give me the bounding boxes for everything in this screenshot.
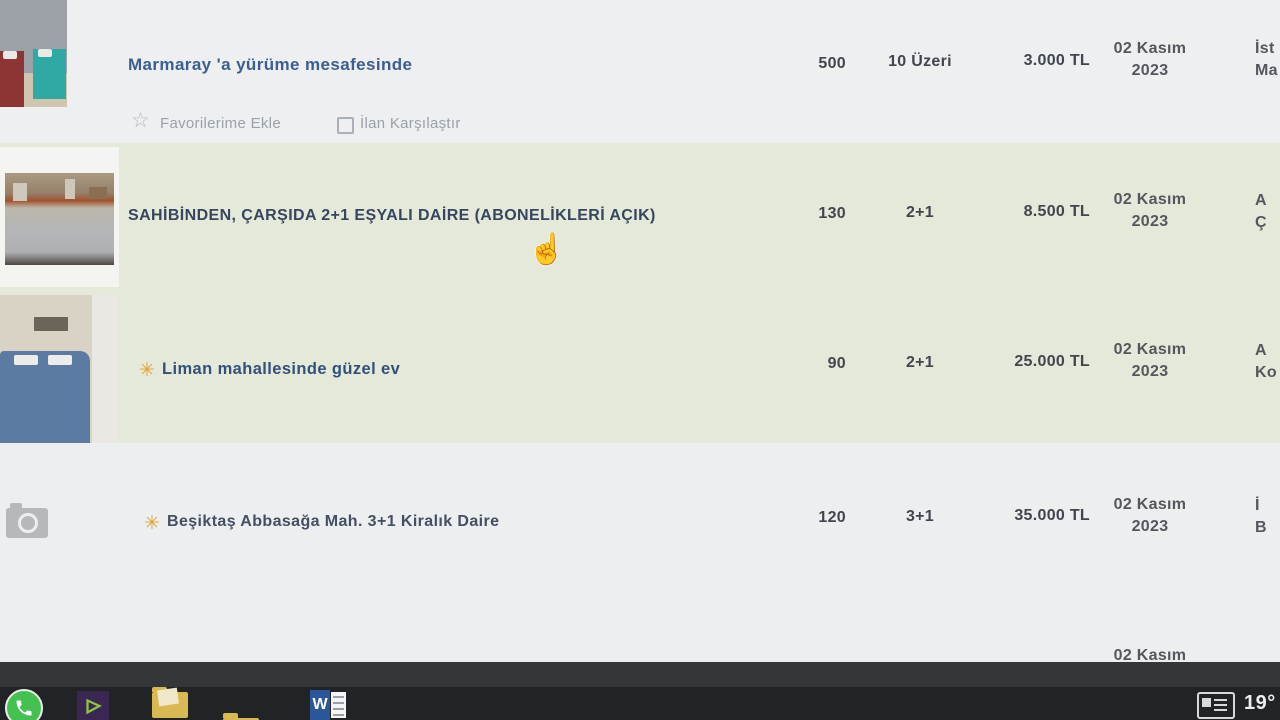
favorite-star-icon[interactable]: ☆ xyxy=(131,109,150,132)
camera-notch xyxy=(10,503,22,509)
listing-4-rooms: 3+1 xyxy=(905,508,935,525)
window-bottom-edge xyxy=(0,662,1280,687)
listing-row-1-background xyxy=(0,0,1280,143)
listing-3-date-line1: 02 Kasım xyxy=(1113,341,1187,358)
listing-2-rooms: 2+1 xyxy=(905,204,935,221)
listing-2-thumbnail[interactable] xyxy=(0,147,119,287)
whatsapp-icon[interactable] xyxy=(5,689,43,720)
thumbnail-building xyxy=(89,187,107,199)
listing-5-date-partial: 02 Kasım xyxy=(1113,647,1187,664)
phone-glyph xyxy=(16,700,32,716)
thumbnail-building xyxy=(13,183,27,201)
no-photo-camera-icon xyxy=(6,503,48,538)
news-line-glyph xyxy=(1214,699,1227,701)
word-icon[interactable]: W xyxy=(310,690,350,720)
listing-4-location: İ B xyxy=(1255,495,1280,539)
listing-2-date-line1: 02 Kasım xyxy=(1113,191,1187,208)
town-square-photo xyxy=(5,173,114,265)
hand-cursor: ☝ xyxy=(528,233,566,266)
word-document-glyph xyxy=(331,692,346,718)
listing-4-date-line1: 02 Kasım xyxy=(1113,496,1187,513)
taskbar-temperature[interactable]: 19° xyxy=(1244,692,1276,714)
folder-icon[interactable] xyxy=(152,687,188,718)
listing-3-date: 02 Kasım 2023 xyxy=(1100,339,1200,383)
play-triangle-glyph xyxy=(86,698,102,714)
listing-1-location: İst Ma xyxy=(1255,38,1280,82)
news-thumbnail-glyph xyxy=(1202,698,1211,707)
listing-4-title[interactable]: Beşiktaş Abbasağa Mah. 3+1 Kiralık Daire xyxy=(167,513,500,530)
listing-row-4-background xyxy=(0,443,1280,662)
listing-3-date-line2: 2023 xyxy=(1131,363,1169,380)
listing-2-location: A Ç xyxy=(1255,190,1280,234)
listing-2-location-line1: A xyxy=(1255,192,1267,209)
thumbnail-building xyxy=(65,179,75,199)
listing-1-thumbnail[interactable] xyxy=(0,0,67,107)
new-listing-icon: ✳ xyxy=(144,513,160,534)
listing-1-price: 3.000 TL xyxy=(1023,52,1090,69)
thumbnail-wall-art xyxy=(34,317,68,331)
listing-1-rooms: 10 Üzeri xyxy=(888,53,952,70)
listing-2-date-line2: 2023 xyxy=(1131,213,1169,230)
listing-2-title[interactable]: SAHİBİNDEN, ÇARŞIDA 2+1 EŞYALI DAİRE (AB… xyxy=(128,207,656,224)
word-w-glyph: W xyxy=(310,690,330,720)
listing-2-date: 02 Kasım 2023 xyxy=(1100,189,1200,233)
listing-2-price: 8.500 TL xyxy=(1023,203,1090,220)
listing-3-location-line1: A xyxy=(1255,342,1267,359)
listing-1-title[interactable]: Marmaray 'a yürüme mesafesinde xyxy=(128,55,413,74)
thumbnail-teal-bed xyxy=(33,49,66,99)
thumbnail-pillow xyxy=(3,51,17,59)
listing-1-date-line2: 2023 xyxy=(1131,62,1169,79)
new-listing-icon: ✳ xyxy=(139,360,155,381)
news-line-glyph xyxy=(1214,709,1227,711)
compare-checkbox[interactable] xyxy=(337,117,354,134)
news-widget-icon[interactable] xyxy=(1197,692,1235,719)
listing-3-title[interactable]: Liman mahallesinde güzel ev xyxy=(162,360,401,378)
news-line-glyph xyxy=(1214,704,1227,706)
listing-4-date: 02 Kasım 2023 xyxy=(1100,494,1200,538)
listing-1-location-line2: Ma xyxy=(1255,62,1278,79)
listing-4-price: 35.000 TL xyxy=(1014,507,1090,524)
listing-4-area: 120 xyxy=(818,509,846,526)
listing-1-date: 02 Kasım 2023 xyxy=(1100,38,1200,82)
file-explorer-icon[interactable] xyxy=(223,713,259,720)
thumbnail-blue-bed xyxy=(0,351,90,443)
folder-paper xyxy=(156,687,180,707)
listing-3-location-line2: Ko xyxy=(1255,364,1277,381)
listing-1-area: 500 xyxy=(818,55,846,72)
listing-1-location-line1: İst xyxy=(1255,40,1275,57)
windows-taskbar xyxy=(0,687,1280,720)
listing-3-rooms: 2+1 xyxy=(905,354,935,371)
add-to-favorites-button[interactable]: Favorilerime Ekle xyxy=(160,115,281,132)
highlighted-rows-background xyxy=(0,143,1280,443)
media-player-icon[interactable] xyxy=(77,691,109,720)
thumbnail-red-bed xyxy=(0,51,24,107)
listing-1-date-line1: 02 Kasım xyxy=(1113,40,1187,57)
thumbnail-pillow xyxy=(48,355,72,365)
thumbnail-pillow xyxy=(14,355,38,365)
camera-lens xyxy=(18,513,38,533)
listing-2-location-line2: Ç xyxy=(1255,214,1267,231)
listing-3-price: 25.000 TL xyxy=(1014,353,1090,370)
compare-listing-button[interactable]: İlan Karşılaştır xyxy=(360,115,461,132)
listing-3-location: A Ko xyxy=(1255,340,1280,384)
listing-2-area: 130 xyxy=(818,205,846,222)
listing-3-thumbnail[interactable] xyxy=(0,295,118,443)
listing-3-area: 90 xyxy=(827,355,846,372)
thumbnail-pillow xyxy=(38,49,52,57)
listing-4-location-line2: B xyxy=(1255,519,1267,536)
thumbnail-curtain xyxy=(92,295,118,443)
listing-4-date-line2: 2023 xyxy=(1131,518,1169,535)
listing-4-location-line1: İ xyxy=(1255,497,1260,514)
